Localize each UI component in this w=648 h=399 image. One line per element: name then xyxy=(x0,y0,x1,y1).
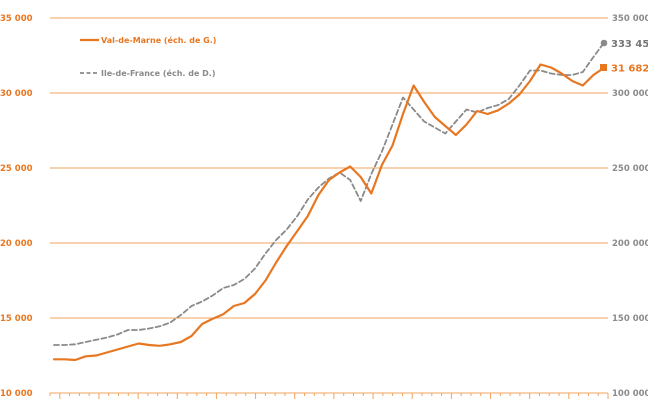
gridlines xyxy=(50,17,608,394)
legend-label-val-de-marne: Val-de-Marne (éch. de G.) xyxy=(101,35,216,45)
series-line-val-de-marne xyxy=(52,63,606,362)
right-tick-label: 150 000 xyxy=(612,314,648,324)
left-tick-label: 20 000 xyxy=(0,239,33,249)
left-tick-label: 25 000 xyxy=(0,164,33,174)
right-tick-label: 250 000 xyxy=(612,164,648,174)
left-tick-label: 30 000 xyxy=(0,89,33,99)
right-axis-tick-labels: 100 000 150 000 200 000 250 000 300 000 350 0… xyxy=(612,14,648,399)
val-de-marne-end-label: 31 682 xyxy=(611,64,648,75)
series-layer xyxy=(52,41,606,362)
left-tick-label: 15 000 xyxy=(0,314,33,324)
legend: Val-de-Marne (éch. de G.) Ile-de-France … xyxy=(80,35,216,78)
ile-de-france-end-label: 333 452 xyxy=(611,39,648,50)
end-markers: 333 452 31 682 xyxy=(600,39,648,75)
series-line-ile-de-france xyxy=(53,41,605,346)
val-de-marne-end-marker xyxy=(600,64,607,71)
right-tick-label: 350 000 xyxy=(612,14,648,24)
legend-label-ile-de-france: Ile-de-France (éch. de D.) xyxy=(101,68,216,78)
left-tick-label: 35 000 xyxy=(0,14,33,24)
x-axis-ticks xyxy=(49,393,609,399)
left-tick-label: 10 000 xyxy=(0,389,33,399)
ile-de-france-end-marker xyxy=(600,39,608,47)
right-tick-label: 300 000 xyxy=(612,89,648,99)
left-axis-tick-labels: 10 000 15 000 20 000 25 000 30 000 35 000 xyxy=(0,14,33,399)
right-tick-label: 100 000 xyxy=(612,389,648,399)
right-tick-label: 200 000 xyxy=(612,239,648,249)
